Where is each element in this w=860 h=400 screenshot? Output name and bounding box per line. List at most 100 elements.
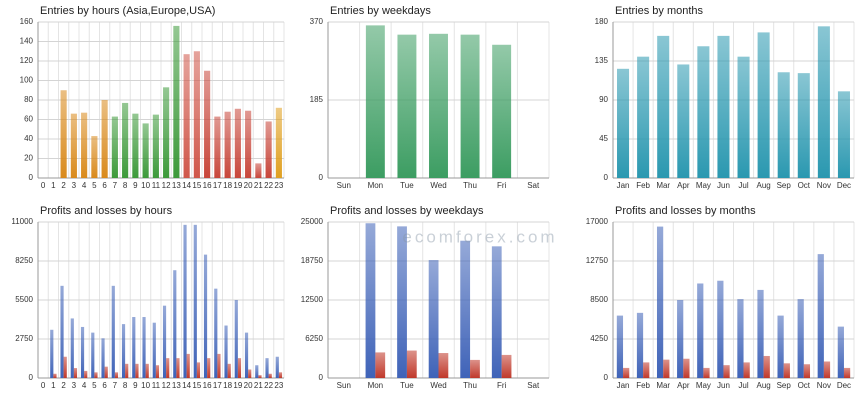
bar xyxy=(163,87,170,178)
bar xyxy=(91,332,95,378)
x-tick-label: 4 xyxy=(82,181,87,190)
x-tick-label: Mar xyxy=(656,181,670,190)
bar xyxy=(837,91,850,178)
x-tick-label: 10 xyxy=(141,181,150,190)
bar xyxy=(155,365,160,378)
x-tick-label: 10 xyxy=(141,381,150,390)
x-tick-label: 16 xyxy=(203,381,212,390)
bar xyxy=(265,358,269,378)
bar xyxy=(397,226,407,378)
y-tick-label: 45 xyxy=(599,134,608,143)
y-tick-label: 135 xyxy=(595,56,609,65)
x-tick-label: Nov xyxy=(817,381,831,390)
bar xyxy=(207,358,211,378)
bar xyxy=(217,353,221,378)
x-tick-label: 13 xyxy=(172,181,181,190)
x-tick-label: 22 xyxy=(264,181,273,190)
x-tick-label: 19 xyxy=(233,381,242,390)
y-tick-label: 17000 xyxy=(586,217,609,226)
bar xyxy=(617,68,630,178)
bar xyxy=(101,100,108,178)
y-tick-label: 80 xyxy=(24,95,33,104)
x-tick-label: Feb xyxy=(636,181,650,190)
y-tick-label: 0 xyxy=(29,373,34,382)
x-tick-label: 5 xyxy=(92,381,97,390)
bar xyxy=(255,365,259,378)
bar xyxy=(53,373,57,378)
x-tick-label: 22 xyxy=(264,381,273,390)
x-tick-label: 20 xyxy=(244,381,253,390)
x-tick-label: Jul xyxy=(738,181,748,190)
bar xyxy=(227,363,231,378)
y-tick-label: 100 xyxy=(20,76,34,85)
bar xyxy=(737,56,750,178)
x-tick-label: 16 xyxy=(203,181,212,190)
bar xyxy=(80,326,85,378)
bar xyxy=(183,54,190,178)
x-tick-label: 14 xyxy=(182,181,191,190)
x-tick-label: 11 xyxy=(152,381,161,390)
bar xyxy=(429,33,448,178)
bar xyxy=(186,353,190,378)
x-tick-label: 1 xyxy=(51,381,56,390)
bar xyxy=(63,356,67,378)
x-tick-label: 15 xyxy=(192,381,201,390)
y-tick-label: 25000 xyxy=(301,217,324,226)
x-tick-label: 9 xyxy=(133,381,138,390)
bar xyxy=(121,324,126,378)
bar xyxy=(70,318,74,378)
x-tick-label: 18 xyxy=(223,381,232,390)
x-tick-label: Sep xyxy=(777,381,792,390)
x-tick-label: 0 xyxy=(41,181,46,190)
bar xyxy=(237,358,242,378)
y-tick-label: 18750 xyxy=(301,256,324,265)
y-tick-label: 180 xyxy=(595,17,609,26)
y-tick-label: 0 xyxy=(604,173,609,182)
x-tick-label: Dec xyxy=(837,181,851,190)
bar xyxy=(365,223,376,378)
x-tick-label: 21 xyxy=(254,181,263,190)
bar xyxy=(258,375,262,378)
bar xyxy=(265,121,272,178)
bar xyxy=(763,355,770,378)
bar xyxy=(723,365,730,378)
bar xyxy=(717,280,724,378)
bar xyxy=(214,288,218,378)
bar xyxy=(703,367,710,378)
bar xyxy=(817,26,830,179)
bar xyxy=(122,102,129,178)
bar xyxy=(397,34,417,178)
bar xyxy=(244,332,249,378)
x-tick-label: 12 xyxy=(162,181,171,190)
bar xyxy=(470,359,480,378)
bar xyxy=(81,112,88,178)
bar xyxy=(245,110,252,178)
x-tick-label: 1 xyxy=(51,181,56,190)
bar xyxy=(460,34,480,178)
y-tick-label: 6250 xyxy=(305,334,323,343)
x-tick-label: 17 xyxy=(213,381,222,390)
y-tick-label: 0 xyxy=(29,173,34,182)
bar xyxy=(777,315,784,378)
y-tick-label: 2750 xyxy=(15,334,33,343)
bar xyxy=(637,56,650,178)
y-tick-label: 8500 xyxy=(590,295,608,304)
x-tick-label: Wed xyxy=(430,181,446,190)
bar xyxy=(823,361,831,378)
bar xyxy=(152,114,159,178)
bar xyxy=(183,224,187,378)
bar xyxy=(843,367,851,378)
bar xyxy=(204,70,211,178)
x-tick-label: Nov xyxy=(817,181,831,190)
bar xyxy=(104,366,108,378)
bar xyxy=(60,285,64,378)
x-tick-label: Aug xyxy=(757,181,771,190)
x-tick-label: 19 xyxy=(233,181,242,190)
bar xyxy=(406,350,417,378)
y-tick-label: 4250 xyxy=(590,334,608,343)
x-tick-label: Sat xyxy=(527,381,540,390)
bar xyxy=(60,90,67,178)
bar xyxy=(73,368,78,378)
x-tick-label: Thu xyxy=(463,381,477,390)
